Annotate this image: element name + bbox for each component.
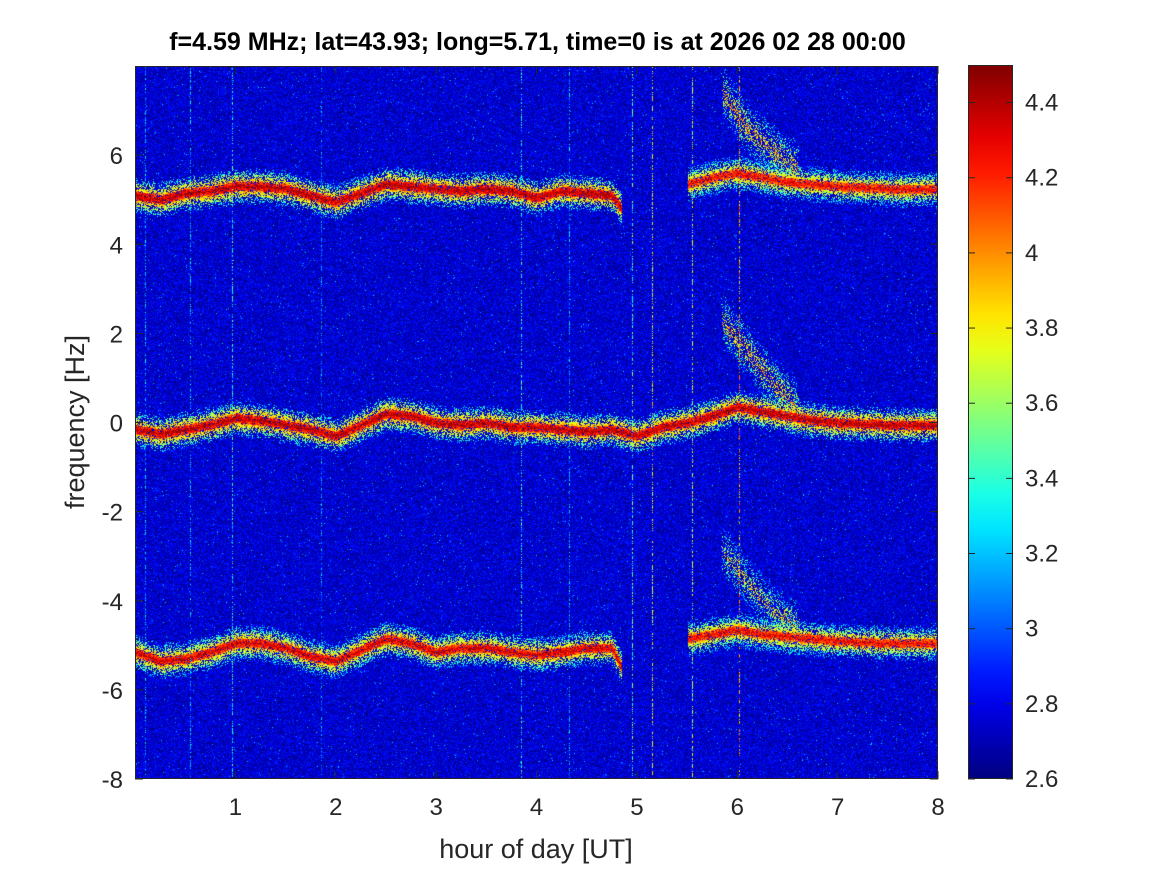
colorbar-tick-label: 2.6 bbox=[1025, 766, 1058, 793]
y-tick-label: 6 bbox=[110, 143, 123, 170]
x-tick-label: 3 bbox=[429, 794, 442, 821]
x-tick-label: 1 bbox=[229, 794, 242, 821]
x-tick-label: 4 bbox=[530, 794, 543, 821]
x-tick-label: 5 bbox=[630, 794, 643, 821]
colorbar-tick-label: 3.8 bbox=[1025, 315, 1058, 342]
colorbar-tick-label: 3.4 bbox=[1025, 465, 1058, 492]
x-tick-label: 7 bbox=[831, 794, 844, 821]
colorbar-tick-label: 2.8 bbox=[1025, 691, 1058, 718]
x-tick-label: 8 bbox=[931, 794, 944, 821]
chart-title: f=4.59 MHz; lat=43.93; long=5.71, time=0… bbox=[169, 28, 906, 56]
spectrogram-heatmap bbox=[135, 66, 938, 779]
y-tick-label: -2 bbox=[102, 500, 123, 527]
colorbar-tick-label: 3 bbox=[1025, 616, 1038, 643]
colorbar-tick-label: 4.2 bbox=[1025, 165, 1058, 192]
y-tick-label: -6 bbox=[102, 678, 123, 705]
y-tick-label: -4 bbox=[102, 589, 123, 616]
colorbar bbox=[968, 65, 1013, 779]
y-tick-label: -8 bbox=[102, 767, 123, 794]
colorbar-tick-label: 4 bbox=[1025, 240, 1038, 267]
x-tick-label: 2 bbox=[329, 794, 342, 821]
x-tick-label: 6 bbox=[731, 794, 744, 821]
y-tick-label: 0 bbox=[110, 411, 123, 438]
x-axis-label: hour of day [UT] bbox=[439, 834, 633, 864]
y-tick-label: 2 bbox=[110, 321, 123, 348]
spectrogram-plot-area bbox=[135, 66, 938, 779]
colorbar-tick-label: 3.2 bbox=[1025, 541, 1058, 568]
colorbar-tick-label: 3.6 bbox=[1025, 390, 1058, 417]
y-axis-label: frequency [Hz] bbox=[60, 335, 90, 509]
colorbar-tick-label: 4.4 bbox=[1025, 90, 1058, 117]
y-tick-label: 4 bbox=[110, 232, 123, 259]
